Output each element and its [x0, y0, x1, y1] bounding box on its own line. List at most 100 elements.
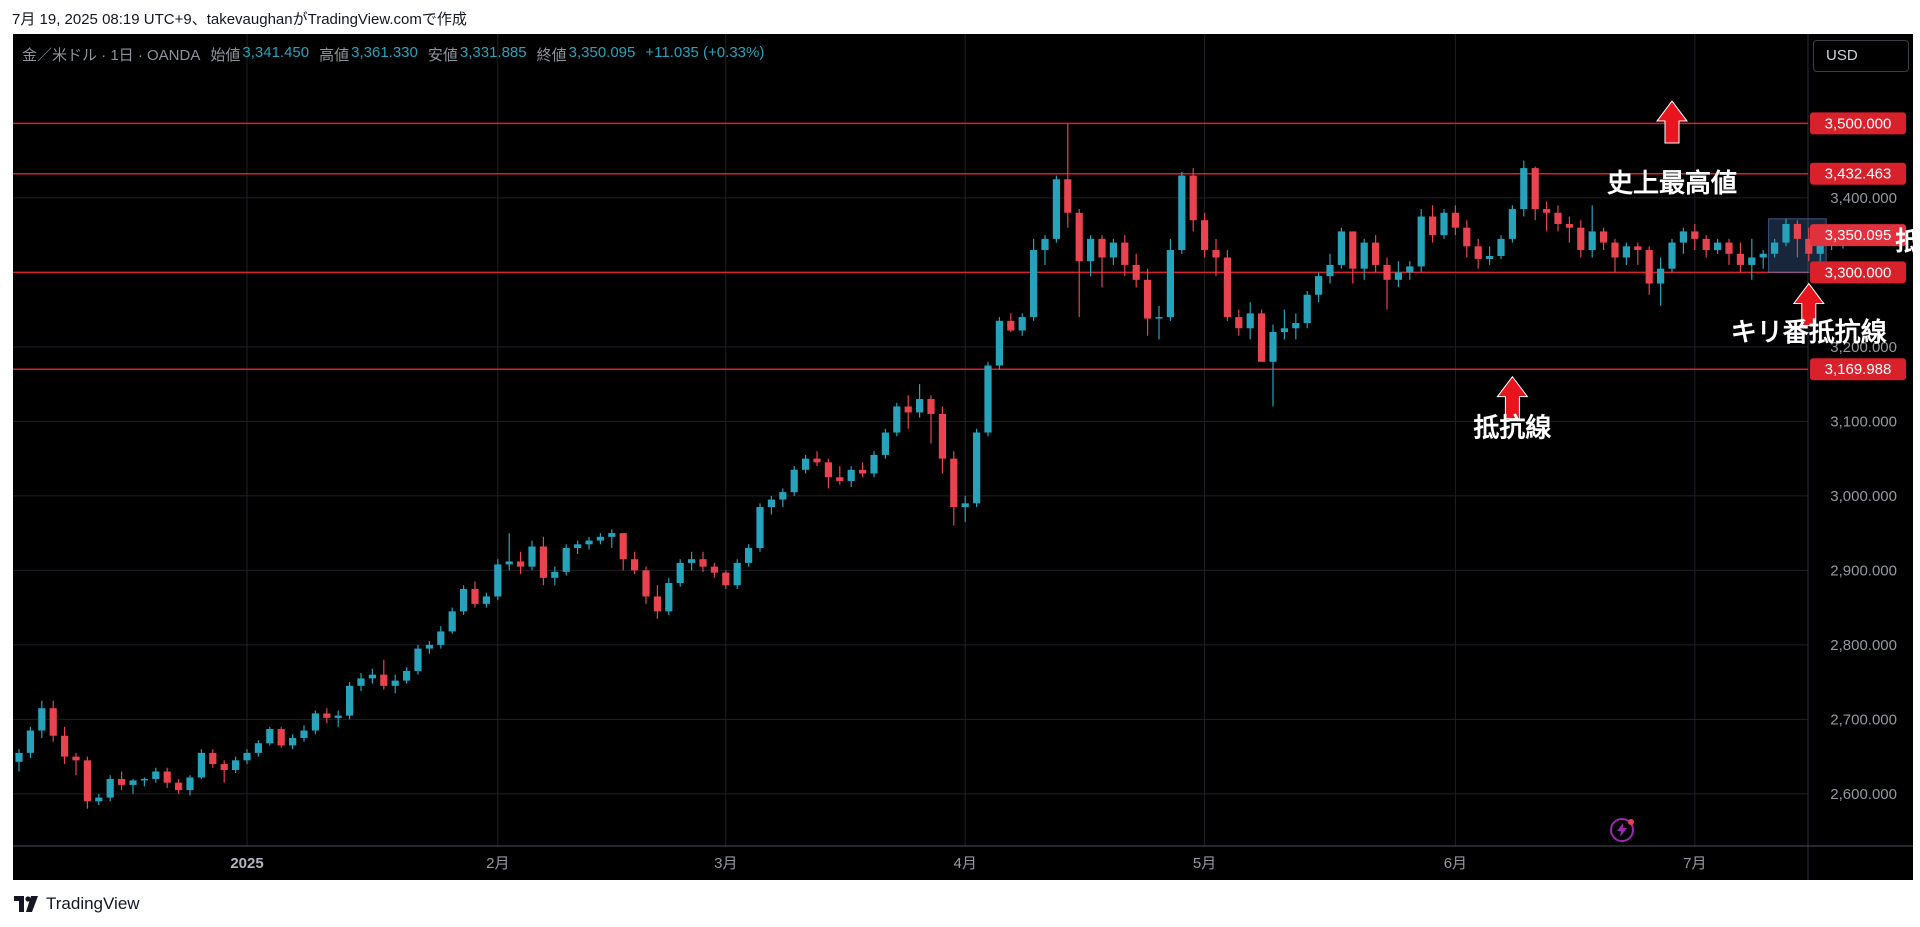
candle-body — [49, 708, 57, 736]
candle-body — [870, 454, 878, 474]
symbol-label[interactable]: 金／米ドル · 1日 · OANDA — [22, 47, 201, 64]
candle-body — [1634, 246, 1642, 251]
candle-body — [813, 458, 821, 463]
candle-body — [1782, 223, 1790, 243]
price-label-box — [1810, 112, 1906, 135]
candle-body — [118, 778, 126, 785]
x-tick-label: 2月 — [486, 855, 509, 872]
price-label-box — [1810, 358, 1906, 381]
candle-body — [1451, 212, 1459, 228]
candle-body — [1349, 231, 1357, 269]
y-tick-label: 3,400.000 — [1830, 190, 1897, 207]
candle-body — [83, 760, 91, 802]
candle-body — [254, 743, 262, 753]
candle-body — [1132, 264, 1140, 280]
tradingview-logo-icon — [14, 896, 38, 912]
candle-body — [1178, 175, 1186, 251]
candle-body — [1303, 294, 1311, 324]
chart-area[interactable] — [13, 34, 1913, 880]
candle-body — [346, 685, 354, 716]
high-value: 3,361.330 — [351, 44, 418, 61]
price-label-text: 3,432.463 — [1825, 166, 1892, 183]
candle-body — [220, 764, 228, 771]
tradingview-logo[interactable]: TradingView — [14, 894, 140, 914]
x-tick-label: 3月 — [714, 855, 737, 872]
annotation-arrow-icon — [1656, 100, 1688, 144]
close-label: 終値 — [536, 47, 567, 64]
candle-body — [938, 413, 946, 459]
candle-body — [106, 778, 114, 798]
candle-body — [334, 715, 342, 718]
price-label-box — [1810, 261, 1906, 284]
candle-body — [15, 752, 23, 762]
candle-body — [608, 533, 616, 537]
x-tick-label: 7月 — [1683, 855, 1706, 872]
candle-body — [596, 536, 604, 541]
candle-body — [1805, 238, 1813, 254]
candle-body — [1554, 212, 1562, 224]
candle-body — [1064, 179, 1072, 213]
tradingview-brand: TradingView — [46, 894, 140, 913]
candle-body — [129, 780, 137, 785]
candle-body — [859, 469, 867, 474]
y-tick-label: 2,700.000 — [1830, 711, 1897, 728]
ohlc-legend: 金／米ドル · 1日 · OANDA 始値 3,341.450 高値 3,361… — [22, 44, 764, 65]
y-tick-label: 2,600.000 — [1830, 786, 1897, 803]
candle-body — [152, 771, 160, 779]
annotation-label: キリ番抵抗線 — [1731, 317, 1887, 348]
candle-body — [688, 559, 696, 563]
candle-body — [973, 432, 981, 504]
lightning-icon[interactable] — [1608, 816, 1636, 844]
candle-body — [437, 631, 445, 645]
candle-body — [1520, 168, 1528, 210]
candle-body — [140, 778, 148, 781]
annotation-arrow-icon — [1496, 375, 1529, 420]
candle-body — [72, 756, 80, 761]
candle-body — [505, 561, 513, 565]
candle-body — [1771, 242, 1779, 254]
candle-body — [1793, 223, 1801, 239]
candle-body — [631, 559, 639, 571]
candle-body — [357, 678, 365, 686]
candle-body — [733, 562, 741, 586]
candle-body — [1406, 266, 1414, 273]
candle-body — [482, 596, 490, 604]
candle-body — [368, 674, 376, 679]
candle-body — [1087, 238, 1095, 262]
candle-body — [1155, 317, 1163, 319]
candle-body — [904, 406, 912, 413]
candle-body — [243, 752, 251, 761]
high-label: 高値 — [319, 47, 350, 64]
candle-body — [1577, 227, 1585, 251]
candle-body — [767, 499, 775, 508]
y-tick-label: 3,000.000 — [1830, 488, 1897, 505]
candle-body — [1543, 209, 1551, 213]
candle-body — [562, 548, 570, 572]
candle-body — [1714, 242, 1722, 251]
candle-body — [1337, 231, 1345, 265]
currency-button[interactable]: USD — [1813, 40, 1909, 72]
candle-body — [1611, 242, 1619, 258]
candle-body — [1668, 242, 1676, 269]
candle-body — [1269, 331, 1277, 362]
candle-body — [1748, 257, 1756, 265]
candle-body — [1508, 209, 1516, 239]
candle-body — [26, 730, 34, 753]
candle-body — [1109, 242, 1117, 258]
candle-body — [95, 797, 103, 802]
candle-body — [699, 559, 707, 567]
price-label-text: 3,500.000 — [1825, 115, 1892, 132]
candle-body — [403, 670, 411, 681]
candle-body — [311, 713, 319, 731]
candle-body — [1372, 242, 1380, 265]
candle-body — [232, 760, 240, 771]
candle-body — [1292, 323, 1300, 329]
price-label-box — [1810, 162, 1906, 185]
candle-body — [266, 729, 274, 744]
candle-body — [1075, 212, 1083, 262]
candle-body — [1235, 317, 1243, 329]
candle-body — [1816, 244, 1824, 254]
candle-body — [460, 588, 468, 612]
candle-body — [61, 735, 69, 757]
